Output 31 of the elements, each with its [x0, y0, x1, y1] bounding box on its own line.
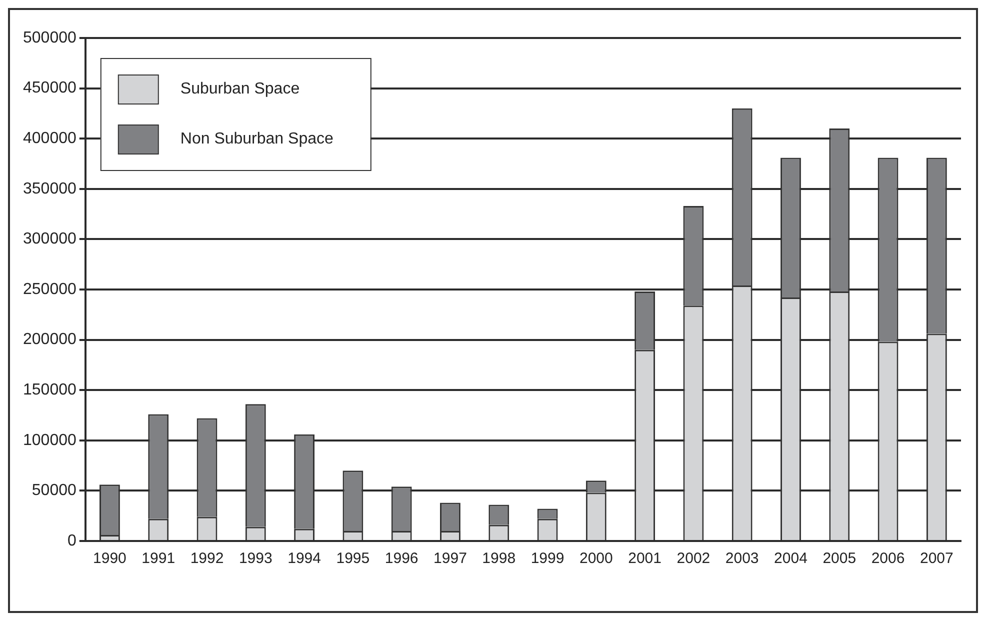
x-tick-label: 1995: [336, 550, 370, 568]
y-tick-label: 400000: [23, 130, 76, 148]
y-tick-label: 450000: [23, 80, 76, 97]
x-tick-label: 2003: [725, 550, 759, 568]
x-tick-label: 2000: [579, 550, 613, 568]
x-tick-label: 1996: [384, 550, 418, 568]
y-tick-label: 50000: [32, 482, 76, 500]
y-tick-label: 200000: [23, 331, 76, 348]
y-tick-label: 300000: [23, 230, 76, 248]
y-tick-label: 150000: [23, 382, 76, 399]
y-tick-label: 350000: [23, 180, 76, 198]
x-tick-label: 1999: [530, 550, 564, 568]
x-tick-label: 2005: [822, 550, 856, 568]
x-tick-label: 2007: [920, 550, 954, 568]
x-tick-label: 2006: [871, 550, 905, 568]
y-tick-label: 500000: [23, 29, 76, 46]
y-tick-label: 250000: [23, 280, 76, 298]
legend-label: Non Suburban Space: [180, 130, 334, 148]
x-tick-label: 2004: [774, 550, 808, 568]
x-tick-label: 1994: [288, 550, 321, 568]
legend-label: Suburban Space: [180, 80, 300, 98]
x-tick-label: 1998: [482, 550, 516, 568]
x-tick-label: 2001: [628, 550, 662, 568]
x-tick-label: 2002: [676, 550, 710, 568]
x-tick-label: 1990: [93, 550, 126, 568]
y-tick-label: 0: [67, 532, 76, 550]
x-tick-label: 1993: [238, 550, 272, 568]
x-tick-label: 1992: [190, 550, 224, 568]
x-tick-label: 1991: [142, 550, 176, 568]
y-tick-label: 100000: [23, 432, 76, 449]
x-tick-label: 1997: [434, 550, 467, 568]
